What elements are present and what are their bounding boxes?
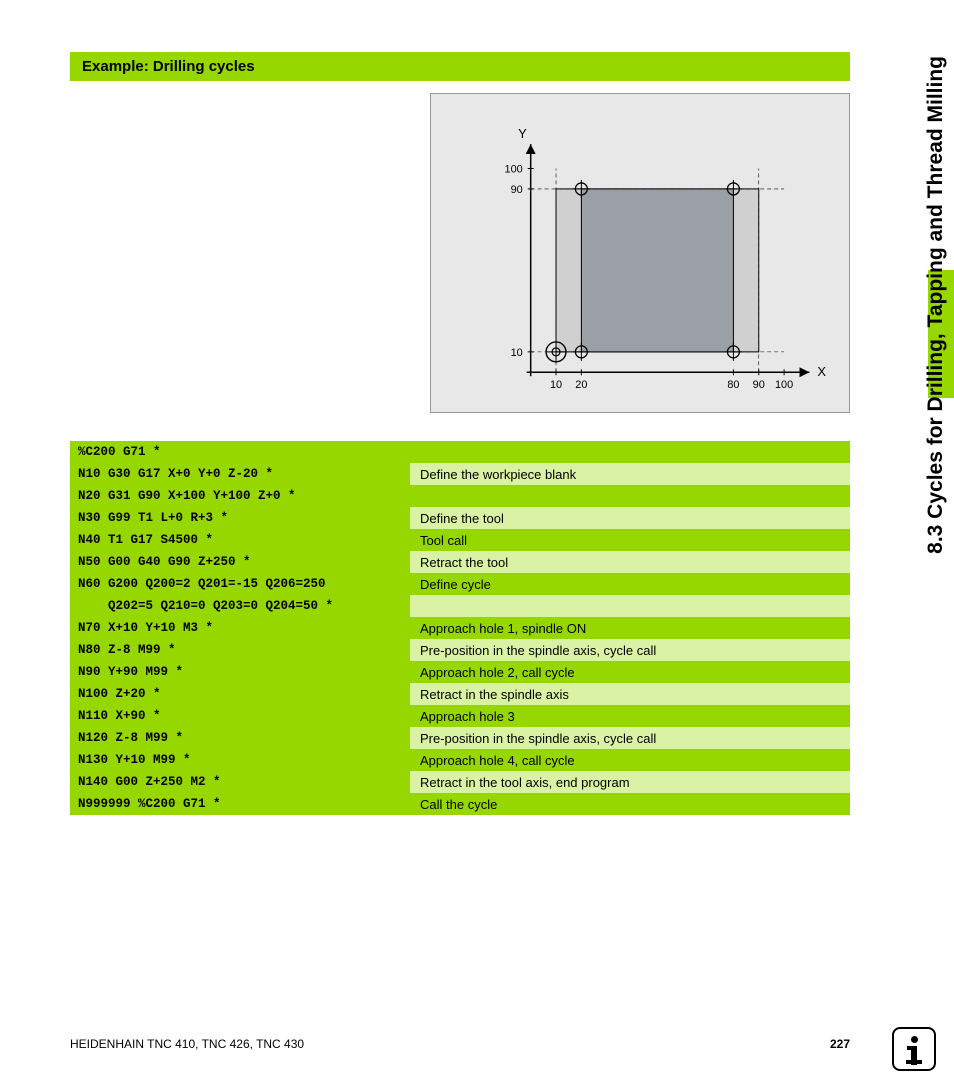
- nc-code-cell: N10 G30 G17 X+0 Y+0 Z-20 *: [70, 463, 410, 485]
- nc-desc-cell: Call the cycle: [410, 793, 850, 815]
- nc-code-cell: N999999 %C200 G71 *: [70, 793, 410, 815]
- nc-code-cell: N80 Z-8 M99 *: [70, 639, 410, 661]
- page-footer: HEIDENHAIN TNC 410, TNC 426, TNC 430 227: [70, 1037, 850, 1051]
- svg-text:90: 90: [753, 379, 765, 391]
- svg-text:20: 20: [575, 379, 587, 391]
- nc-desc-cell: Tool call: [410, 529, 850, 551]
- info-icon: [892, 1027, 936, 1071]
- svg-text:100: 100: [505, 164, 523, 176]
- nc-code-cell: %C200 G71 *: [70, 441, 410, 463]
- nc-code-cell: N30 G99 T1 L+0 R+3 *: [70, 507, 410, 529]
- nc-program-table: %C200 G71 *N10 G30 G17 X+0 Y+0 Z-20 *Def…: [70, 441, 850, 815]
- svg-text:Y: Y: [518, 126, 527, 141]
- nc-desc-cell: Define the tool: [410, 507, 850, 529]
- nc-desc-cell: Define cycle: [410, 573, 850, 595]
- nc-code-cell: Q202=5 Q210=0 Q203=0 Q204=50 *: [70, 595, 410, 617]
- nc-code-cell: N130 Y+10 M99 *: [70, 749, 410, 771]
- nc-code-cell: N140 G00 Z+250 M2 *: [70, 771, 410, 793]
- nc-desc-cell: Approach hole 2, call cycle: [410, 661, 850, 683]
- nc-desc-cell: Approach hole 4, call cycle: [410, 749, 850, 771]
- nc-desc-cell: Pre-position in the spindle axis, cycle …: [410, 727, 850, 749]
- svg-text:90: 90: [511, 184, 523, 196]
- nc-desc-cell: Approach hole 3: [410, 705, 850, 727]
- nc-desc-cell: [410, 595, 850, 617]
- nc-code-cell: N90 Y+90 M99 *: [70, 661, 410, 683]
- nc-code-cell: N70 X+10 Y+10 M3 *: [70, 617, 410, 639]
- svg-text:10: 10: [550, 379, 562, 391]
- nc-desc-cell: [410, 441, 850, 463]
- svg-text:X: X: [817, 364, 826, 379]
- diagram-container: X Y 10 20 80 90 100 10 90 100: [70, 93, 850, 413]
- nc-code-cell: N120 Z-8 M99 *: [70, 727, 410, 749]
- nc-desc-cell: Retract in the tool axis, end program: [410, 771, 850, 793]
- nc-code-cell: N60 G200 Q200=2 Q201=-15 Q206=250: [70, 573, 410, 595]
- nc-desc-cell: Retract in the spindle axis: [410, 683, 850, 705]
- nc-desc-cell: [410, 485, 850, 507]
- nc-code-cell: N100 Z+20 *: [70, 683, 410, 705]
- section-title: 8.3 Cycles for Drilling, Tapping and Thr…: [924, 56, 948, 554]
- nc-desc-cell: Define the workpiece blank: [410, 463, 850, 485]
- nc-desc-cell: Approach hole 1, spindle ON: [410, 617, 850, 639]
- svg-text:10: 10: [511, 347, 523, 359]
- nc-desc-cell: Pre-position in the spindle axis, cycle …: [410, 639, 850, 661]
- nc-code-cell: N20 G31 G90 X+100 Y+100 Z+0 *: [70, 485, 410, 507]
- page-number: 227: [830, 1037, 850, 1051]
- footer-text: HEIDENHAIN TNC 410, TNC 426, TNC 430: [70, 1037, 304, 1051]
- example-title: Example: Drilling cycles: [70, 52, 850, 81]
- svg-text:100: 100: [775, 379, 793, 391]
- nc-code-cell: N40 T1 G17 S4500 *: [70, 529, 410, 551]
- nc-desc-cell: Retract the tool: [410, 551, 850, 573]
- nc-code-cell: N110 X+90 *: [70, 705, 410, 727]
- nc-code-cell: N50 G00 G40 G90 Z+250 *: [70, 551, 410, 573]
- drilling-diagram: X Y 10 20 80 90 100 10 90 100: [430, 93, 850, 413]
- svg-text:80: 80: [727, 379, 739, 391]
